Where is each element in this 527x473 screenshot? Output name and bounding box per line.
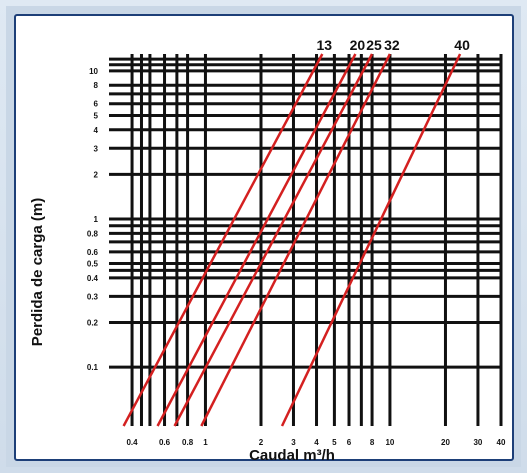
y-tick-label: 1	[94, 215, 99, 224]
y-tick-label: 0.2	[87, 318, 99, 327]
series-label-32: 32	[384, 37, 400, 53]
chart-panel: 0.4 0.6 0.8 1 2 3 4 5 6 8 10 20 30 40 0.1 0.2 0.3 0.4 0.5…	[14, 14, 514, 463]
series-line-25	[173, 53, 374, 427]
y-gridlines	[109, 57, 501, 369]
x-tick-label: 40	[497, 438, 506, 447]
series-label-13: 13	[317, 37, 333, 53]
x-tick-label: 2	[259, 438, 264, 447]
x-tick-label: 30	[473, 438, 482, 447]
outer-frame: 0.4 0.6 0.8 1 2 3 4 5 6 8 10 20 30 40 0.1 0.2 0.3 0.4 0.5…	[6, 6, 521, 467]
x-tick-label: 1	[203, 438, 208, 447]
y-tick-label: 0.4	[87, 274, 99, 283]
y-tick-label: 4	[94, 126, 99, 135]
y-tick-labels: 0.1 0.2 0.3 0.4 0.5 0.6 0.8 1 2 3 4 5 6 8 10	[87, 67, 99, 372]
y-tick-label: 3	[94, 144, 99, 153]
x-tick-label: 8	[370, 438, 375, 447]
x-tick-label: 10	[385, 438, 394, 447]
series-labels: 13 20 25 32 40	[317, 37, 471, 53]
series-lines	[122, 53, 462, 427]
series-line-20	[156, 53, 357, 427]
x-tick-label: 3	[291, 438, 296, 447]
x-tick-label: 0.6	[159, 438, 171, 447]
y-tick-label: 6	[94, 100, 99, 109]
x-tick-label: 6	[347, 438, 352, 447]
x-tick-labels: 0.4 0.6 0.8 1 2 3 4 5 6 8 10 20 30 40	[126, 438, 506, 447]
y-tick-label: 0.5	[87, 260, 99, 269]
y-tick-label: 2	[94, 170, 99, 179]
series-line-13	[122, 53, 324, 427]
chart: 0.4 0.6 0.8 1 2 3 4 5 6 8 10 20 30 40 0.1 0.2 0.3 0.4 0.5…	[29, 37, 506, 463]
y-axis-label: Perdida de carga (m)	[29, 198, 46, 346]
x-tick-label: 0.8	[182, 438, 194, 447]
x-tick-label: 0.4	[126, 438, 138, 447]
series-label-40: 40	[454, 37, 470, 53]
y-tick-label: 8	[94, 81, 99, 90]
y-tick-label: 10	[89, 67, 98, 76]
series-label-20: 20	[350, 37, 366, 53]
x-tick-label: 5	[332, 438, 337, 447]
x-tick-label: 4	[314, 438, 319, 447]
x-tick-label: 20	[441, 438, 450, 447]
series-line-32	[200, 53, 392, 427]
y-tick-label: 0.8	[87, 229, 99, 238]
y-tick-label: 0.1	[87, 363, 99, 372]
series-line-40	[280, 53, 462, 427]
series-label-25: 25	[366, 37, 382, 53]
x-axis-label: Caudal m³/h	[249, 447, 335, 463]
y-tick-label: 5	[94, 111, 99, 120]
y-tick-label: 0.3	[87, 292, 99, 301]
y-tick-label: 0.6	[87, 248, 99, 257]
